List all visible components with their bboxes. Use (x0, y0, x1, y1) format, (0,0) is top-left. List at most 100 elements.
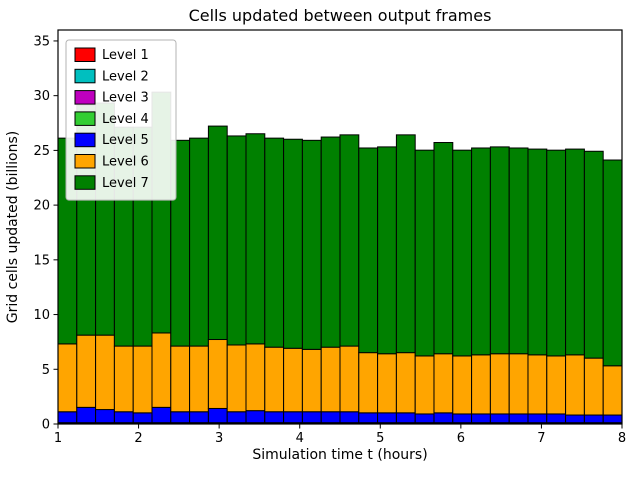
y-tick-label: 35 (33, 34, 50, 49)
bar-segment (377, 146, 397, 355)
bar-segment (565, 414, 585, 424)
bar-segment (489, 146, 510, 355)
bar-segment (57, 343, 78, 413)
bar-segment (527, 413, 548, 424)
bar-segment (508, 147, 529, 355)
bar-segment (452, 413, 473, 424)
bar-segment (583, 357, 604, 416)
y-tick-label: 20 (33, 199, 50, 214)
bar-segment (320, 411, 341, 424)
bar-segment (602, 159, 623, 367)
y-axis-label: Grid cells updated (billions) (5, 131, 21, 323)
bar-segment (113, 411, 134, 424)
bar-segment (189, 411, 209, 424)
bar-segment (189, 345, 209, 413)
bar-segment (283, 138, 303, 349)
bar-segment (583, 414, 604, 424)
bar-segment (583, 150, 604, 359)
bar-segment (489, 413, 510, 424)
legend-item: Level 4 (74, 111, 149, 127)
legend-swatch (74, 90, 96, 105)
bar-segment (546, 149, 567, 357)
bar-segment (602, 365, 623, 416)
bar-segment (320, 346, 341, 413)
legend-swatch (74, 175, 96, 190)
legend-item-label: Level 6 (102, 155, 149, 170)
bar-segment (602, 414, 623, 424)
x-tick-label: 4 (296, 431, 304, 446)
bar-segment (226, 135, 247, 346)
bar-segment (245, 133, 266, 345)
bar-segment (565, 354, 585, 416)
legend-item: Level 6 (74, 154, 149, 170)
bar-segment (339, 134, 360, 347)
legend-item: Level 5 (74, 132, 149, 148)
legend-swatch (74, 68, 96, 84)
bar-segment (527, 148, 548, 356)
legend-item: Level 3 (74, 90, 149, 106)
y-tick-label: 10 (33, 308, 50, 323)
bar-segment (264, 411, 285, 424)
y-tick-label: 25 (33, 144, 50, 159)
legend-item-label: Level 7 (102, 176, 149, 191)
bar-segment (377, 353, 397, 414)
bar-segment (358, 147, 379, 354)
bar-segment (471, 413, 491, 424)
bar-segment (226, 344, 247, 413)
bar-segment (565, 148, 585, 356)
x-tick-label: 6 (457, 431, 465, 446)
bar-segment (339, 411, 360, 424)
bar-segment (151, 406, 172, 424)
bar-segment (95, 409, 115, 424)
bar-segment (358, 352, 379, 414)
legend-item-label: Level 2 (102, 69, 149, 84)
legend-item-label: Level 5 (102, 133, 149, 148)
bar-segment (264, 137, 285, 348)
legend-item: Level 2 (74, 68, 149, 84)
bar-segment (395, 412, 416, 424)
bar-segment (245, 343, 266, 412)
bars-layer (57, 91, 623, 425)
bar-segment (283, 347, 303, 413)
legend-swatch (74, 132, 96, 148)
bar-segment (508, 413, 529, 424)
bar-segment (471, 147, 491, 356)
bar-segment (414, 355, 435, 415)
bar-segment (76, 406, 97, 424)
bar-segment (207, 339, 228, 409)
x-tick-label: 5 (376, 431, 384, 446)
y-tick-label: 0 (42, 418, 50, 433)
bar-segment (301, 348, 322, 413)
bar-segment (395, 352, 416, 414)
bar-segment (76, 334, 97, 408)
bar-segment (339, 345, 360, 413)
bar-segment (320, 136, 341, 348)
legend-item: Level 1 (74, 47, 149, 63)
bar-segment (170, 411, 191, 424)
legend-swatch (74, 154, 96, 169)
y-tick-label: 15 (33, 253, 50, 268)
legend: Level 1 Level 2 Level 3 Level 4 Level 5 Level… (65, 39, 177, 201)
bar-segment (95, 334, 115, 411)
bar-segment (132, 412, 153, 424)
bar-segment (433, 353, 454, 414)
x-tick-label: 3 (215, 431, 223, 446)
y-tick-label: 5 (42, 363, 50, 378)
bar-segment (207, 125, 228, 341)
bar-segment (301, 139, 322, 350)
bar-segment (546, 355, 567, 415)
axes-layer: 0 5 10 15 20 25 30 35 1 2 3 4 5 6 7 8 (33, 29, 626, 446)
bar-segment (452, 149, 473, 357)
bar-segment (433, 142, 454, 355)
bar-segment (207, 407, 228, 424)
bar-segment (452, 355, 473, 415)
x-tick-label: 1 (54, 431, 62, 446)
bar-segment (170, 345, 191, 413)
bar-segment (395, 134, 416, 354)
bar-segment (189, 137, 209, 347)
bar-segment (489, 353, 510, 415)
legend-item-label: Level 4 (102, 112, 149, 127)
bar-segment (283, 411, 303, 424)
